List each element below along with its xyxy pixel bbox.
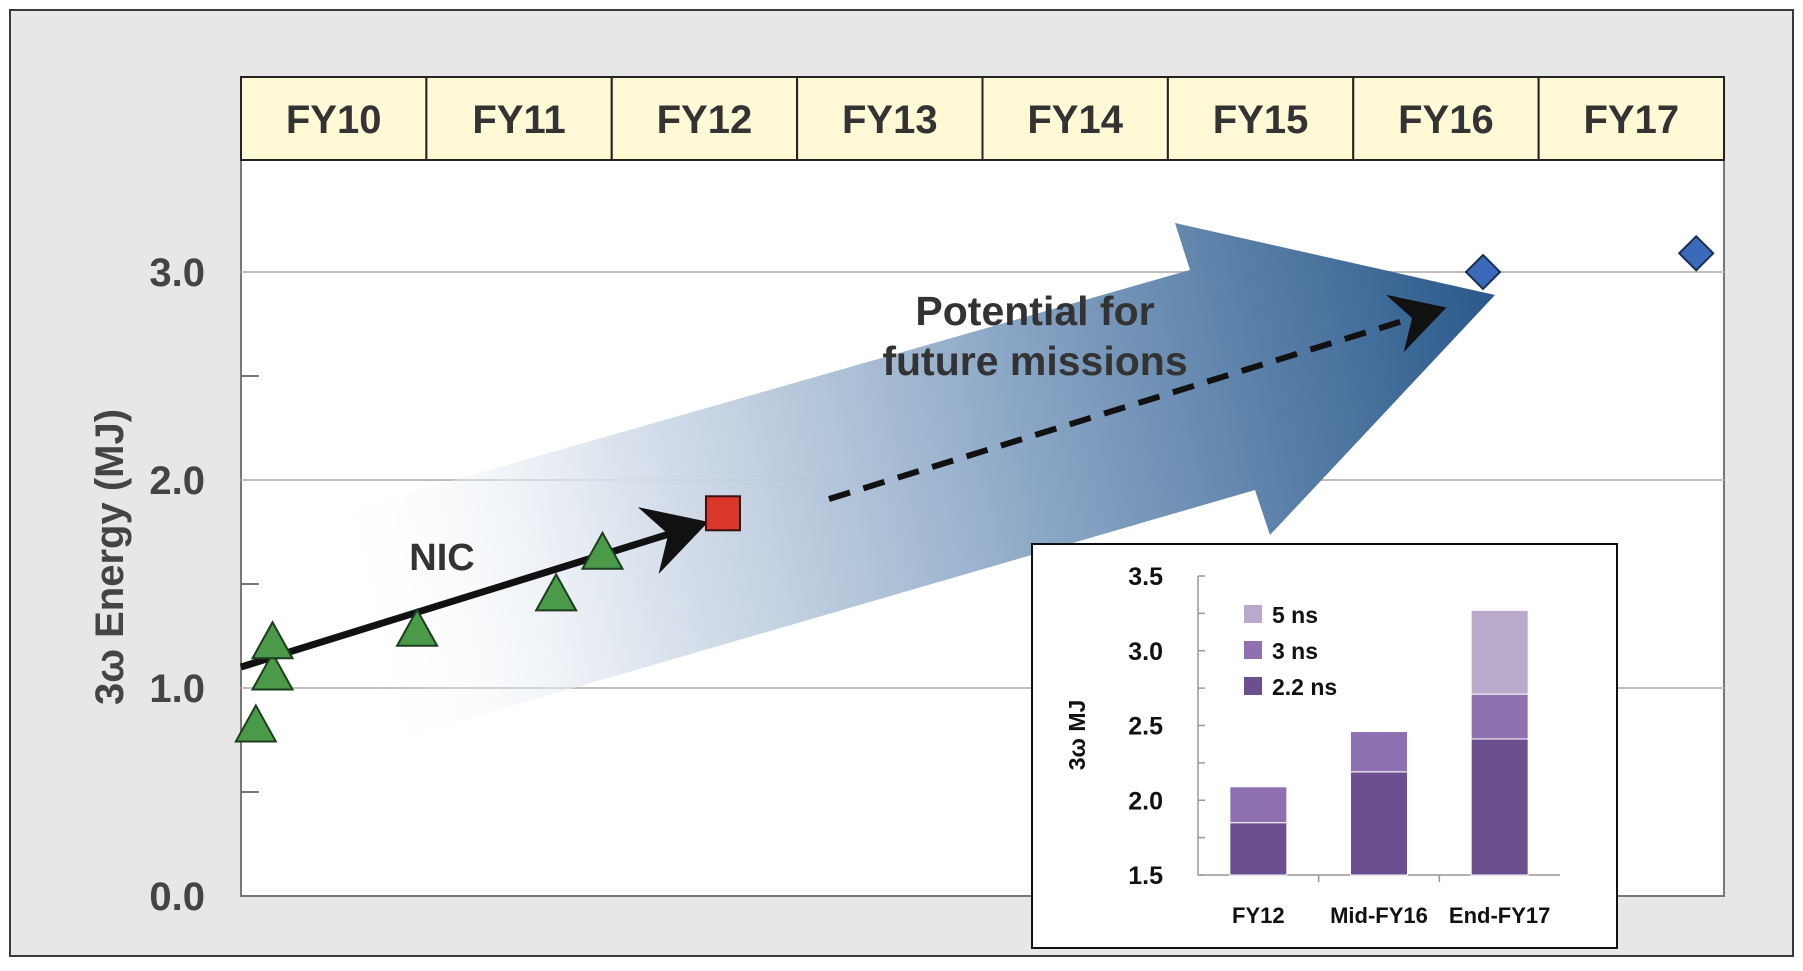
nic-label: NIC: [409, 537, 474, 579]
fy-header-cell: [796, 76, 984, 161]
triangle-marker: [395, 607, 439, 647]
fiscal-year-header: FY10 FY11 FY12 FY13 FY14 FY15 FY16 FY17: [240, 76, 1725, 161]
inset-bar-segment: [1470, 693, 1529, 740]
potential-label-line2: future missions: [882, 338, 1187, 384]
diamond-marker: [1464, 253, 1502, 291]
fy-header-label: FY14: [1027, 98, 1123, 142]
potential-label-line1: Potential for: [915, 288, 1154, 334]
inset-legend-swatch: [1244, 641, 1262, 659]
main-y-axis-label: 3ω Energy (MJ): [88, 409, 132, 705]
inset-y-tick-label: 2.0: [1128, 787, 1163, 815]
inset-bar-segment: [1470, 609, 1529, 695]
y-tick-label: 2.0: [149, 459, 205, 503]
data-markers: [234, 234, 1715, 743]
diamond-marker: [1677, 234, 1715, 272]
fy-header-cell: [610, 76, 799, 161]
inset-y-tick-label: 1.5: [1128, 862, 1163, 890]
fy-header-cell: [240, 76, 428, 161]
inset-y-tick-label: 2.5: [1128, 713, 1163, 741]
fy-header-label: FY15: [1213, 98, 1309, 142]
inset-y-axis-label: 3ω MJ: [1064, 700, 1090, 771]
triangle-marker: [234, 703, 278, 743]
main-y-axis: 0.0 1.0 2.0 3.0: [149, 251, 259, 919]
y-tick-label: 0.0: [149, 875, 205, 919]
fy-header-label: FY12: [657, 98, 753, 142]
fy-header-label: FY13: [842, 98, 938, 142]
inset-bars: [1229, 609, 1529, 876]
y-tick-label: 3.0: [149, 251, 205, 295]
inset-category-label: FY12: [1232, 903, 1285, 928]
nic-trend-arrow: [239, 507, 709, 671]
fy-header-label: FY17: [1584, 98, 1680, 142]
inset-bar-segment: [1229, 822, 1288, 876]
inset-y-tick-label: 3.5: [1128, 563, 1163, 591]
square-marker: [704, 495, 741, 532]
inset-chart-box: [1031, 543, 1618, 949]
inset-y-tick-label: 3.0: [1128, 638, 1163, 666]
fy-header-label: FY10: [286, 98, 382, 142]
fy-header-cell: [1537, 76, 1725, 161]
inset-legend-label: 3 ns: [1272, 638, 1318, 664]
inset-legend-label: 5 ns: [1272, 602, 1318, 628]
inset-bar-segment: [1470, 738, 1529, 876]
inset-axes: 1.5 2.0 2.5 3.0 3.5 FY12 Mid-FY16 End-FY17: [1128, 563, 1560, 928]
inset-bar-segment: [1350, 771, 1408, 876]
inset-legend: 5 ns 3 ns 2.2 ns: [1244, 602, 1337, 700]
triangle-marker: [250, 620, 295, 660]
fy-header-cell: [1166, 76, 1355, 161]
triangle-marker: [250, 651, 295, 691]
inset-category-label: Mid-FY16: [1330, 903, 1428, 928]
triangle-marker: [534, 572, 578, 612]
triangle-marker: [580, 530, 625, 570]
inset-bar-segment: [1229, 786, 1288, 824]
inset-legend-label: 2.2 ns: [1272, 674, 1337, 700]
inset-legend-swatch: [1244, 677, 1262, 695]
inset-bar-segment: [1350, 730, 1408, 773]
fy-header-label: FY11: [472, 98, 565, 142]
inset-category-label: End-FY17: [1449, 903, 1550, 928]
fy-header-cell: [981, 76, 1169, 161]
y-tick-label: 1.0: [149, 667, 205, 711]
fy-header-cell: [1352, 76, 1540, 161]
inset-legend-swatch: [1244, 605, 1262, 623]
fy-header-label: FY16: [1398, 98, 1494, 142]
future-missions-arrow-shape: [300, 223, 1495, 756]
